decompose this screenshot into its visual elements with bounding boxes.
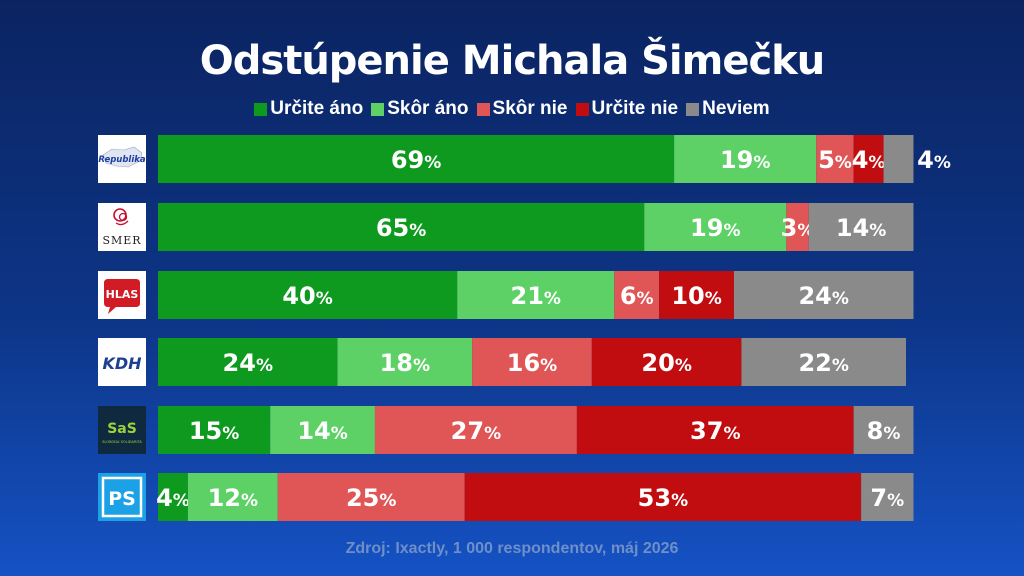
bar-value-label: 14% [836, 214, 886, 242]
bar-segment [733, 271, 914, 319]
bar-segment [816, 135, 854, 183]
sas-logo: SaS SLOBODA SOLIDARITA [98, 406, 146, 454]
bar-segment [457, 271, 615, 319]
republika-logo: Republika [98, 135, 146, 183]
legend-swatch [371, 102, 385, 116]
source-note: Zdroj: Ixactly, 1 000 respondentov, máj … [345, 540, 679, 557]
legend-label: Určite nie [591, 98, 679, 119]
legend-label: Určite áno [270, 98, 364, 119]
bar-value-label: 37% [690, 417, 740, 445]
bar-value-label: 8% [867, 417, 901, 445]
bar-segment [158, 338, 338, 386]
bar-segment [591, 338, 742, 386]
bar-value-label: 19% [690, 214, 740, 242]
bar-value-label: 25% [346, 484, 396, 512]
sas-logo-text: SaS [107, 421, 137, 437]
legend-item-skor-ano: Skôr áno [371, 98, 469, 120]
sas-logo-subtext: SLOBODA SOLIDARITA [102, 440, 142, 444]
bar-value-label: 10% [671, 282, 721, 310]
bar-segment [187, 473, 278, 521]
bar-value-label: 5% [818, 146, 852, 174]
legend-label: Neviem [702, 98, 770, 119]
bar-value-label: 4% [156, 484, 190, 512]
legend-swatch [476, 102, 490, 116]
bar-segment [277, 473, 465, 521]
bar-value-label: 4% [852, 146, 886, 174]
bar-segment [644, 203, 787, 251]
legend-item-neviem: Neviem [686, 98, 770, 120]
legend-item-skor-nie: Skôr nie [476, 98, 568, 120]
bar-segment [158, 406, 271, 454]
bar-value-label: 22% [798, 349, 848, 377]
bar-value-label: 40% [282, 282, 332, 310]
bar-segment [861, 473, 914, 521]
bar-segment [270, 406, 375, 454]
bar-value-label: 7% [870, 484, 904, 512]
smer-logo-text: SMER [102, 234, 141, 247]
bar-value-label: 6% [620, 282, 654, 310]
ps-logo-text: PS [108, 488, 136, 510]
bar-segment [337, 338, 473, 386]
hlas-logo: HLAS [98, 271, 146, 319]
republika-logo-text: Republika [98, 155, 146, 165]
bar-segment [741, 338, 906, 386]
bar-value-label: 53% [638, 484, 688, 512]
bar-value-label: 14% [297, 417, 347, 445]
bar-segment [786, 203, 809, 251]
bar-segment [472, 338, 592, 386]
hlas-logo-text: HLAS [106, 288, 139, 301]
legend-swatch [254, 102, 268, 116]
bar-value-label: 4% [917, 146, 951, 174]
bar-segment [883, 135, 914, 183]
bar-segment [853, 135, 884, 183]
chart-title: Odstúpenie Michala Šimečku [199, 38, 826, 84]
legend-swatch [575, 102, 589, 116]
legend-item-urcite-ano: Určite áno [254, 98, 363, 120]
bar-value-label: 27% [451, 417, 501, 445]
bar-value-label: 69% [391, 146, 441, 174]
bar-value-label: 16% [507, 349, 557, 377]
bar-segment [374, 406, 577, 454]
bar-segment [674, 135, 817, 183]
ps-logo: PS [98, 473, 146, 521]
bar-segment [576, 406, 854, 454]
bar-value-label: 15% [189, 417, 239, 445]
bar-value-label: 65% [376, 214, 426, 242]
bar-value-label: 24% [798, 282, 848, 310]
bar-segment [158, 135, 675, 183]
bar-segment [853, 406, 914, 454]
bar-segment [464, 473, 862, 521]
bar-value-label: 12% [208, 484, 258, 512]
smer-logo: SMER [98, 203, 146, 251]
bar-value-label: 20% [641, 349, 691, 377]
bar-segment [158, 473, 188, 521]
chart-legend: Určite áno Skôr áno Skôr nie Určite nie … [0, 98, 1024, 120]
bar-value-label: 19% [720, 146, 770, 174]
legend-label: Skôr áno [387, 98, 469, 119]
legend-swatch [686, 102, 700, 116]
bar-value-label: 21% [511, 282, 561, 310]
bar-segment [614, 271, 660, 319]
legend-label: Skôr nie [492, 98, 568, 119]
kdh-logo-text: KDH [102, 354, 142, 373]
bar-segment [808, 203, 914, 251]
legend-item-urcite-nie: Určite nie [575, 98, 679, 120]
kdh-logo: KDH [98, 338, 146, 386]
bar-segment [158, 271, 458, 319]
bar-value-label: 18% [380, 349, 430, 377]
bar-segment [158, 203, 645, 251]
bar-segment [659, 271, 734, 319]
bar-value-label: 24% [223, 349, 273, 377]
